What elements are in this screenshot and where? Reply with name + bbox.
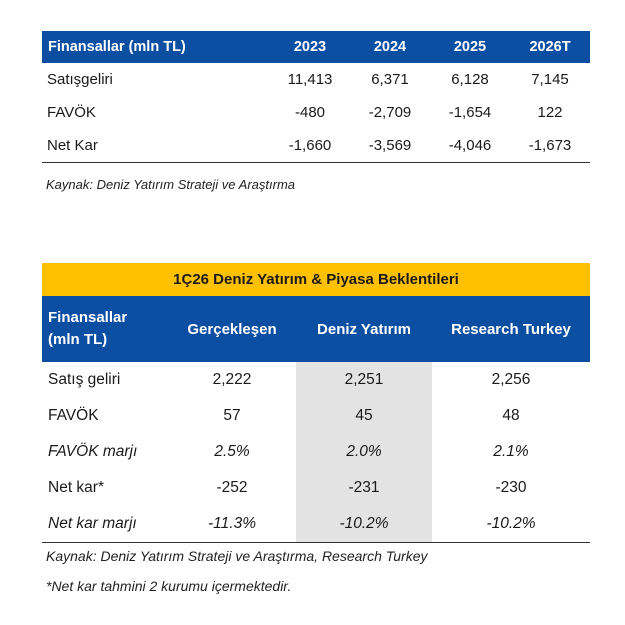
row-label: Net kar marjı bbox=[42, 506, 168, 543]
header-year-2025: 2025 bbox=[453, 39, 487, 55]
row-label: FAVÖK bbox=[48, 407, 99, 424]
cell-value: 2,222 bbox=[212, 371, 252, 388]
cell-value: -2,709 bbox=[368, 104, 412, 121]
cell-value: 6,128 bbox=[451, 71, 489, 88]
header-deniz-yatirim: Deniz Yatırım bbox=[296, 296, 432, 362]
cell-value: -10.2% bbox=[432, 506, 591, 543]
row-label: Net kar* bbox=[48, 479, 104, 496]
row-label: FAVÖK marjı bbox=[48, 443, 138, 460]
cell-value: -252 bbox=[216, 479, 248, 496]
header-financials: Finansallar (mln TL) bbox=[48, 39, 186, 55]
table-row: FAVÖK -480 -2,709 -1,654 122 bbox=[42, 96, 590, 129]
header-financials-line1: Finansallar bbox=[48, 309, 128, 326]
cell-value: 2,251 bbox=[296, 362, 432, 398]
cell-value: -11.3% bbox=[168, 506, 296, 543]
row-label: Net Kar bbox=[47, 136, 98, 154]
cell-value: -4,046 bbox=[448, 136, 492, 154]
table-row: Net Kar -1,660 -3,569 -4,046 -1,673 bbox=[42, 129, 590, 162]
header-financials-line2: (mln TL) bbox=[48, 331, 108, 348]
cell-value: -1,673 bbox=[528, 136, 572, 154]
source-note: Kaynak: Deniz Yatırım Strateji ve Araştı… bbox=[46, 177, 296, 192]
expectations-title: 1Ç26 Deniz Yatırım & Piyasa Beklentileri bbox=[42, 263, 591, 296]
footnote: *Net kar tahmini 2 kurumu içermektedir. bbox=[46, 578, 292, 594]
table-row: Satış geliri 2,222 2,251 2,256 bbox=[42, 362, 590, 398]
header-financials: Finansallar (mln TL) bbox=[42, 296, 168, 362]
row-label: FAVÖK bbox=[47, 104, 96, 121]
cell-value: -480 bbox=[294, 104, 326, 121]
cell-value: 2,256 bbox=[491, 371, 531, 388]
header-research-turkey: Research Turkey bbox=[432, 296, 591, 362]
cell-value: -1,660 bbox=[288, 136, 332, 154]
cell-value: 45 bbox=[296, 398, 432, 434]
header-year-2024: 2024 bbox=[373, 39, 407, 55]
cell-value: 11,413 bbox=[287, 71, 333, 88]
expectations-table: 1Ç26 Deniz Yatırım & Piyasa Beklentileri… bbox=[42, 263, 591, 543]
cell-value: -3,569 bbox=[368, 136, 412, 154]
row-label: Satış geliri bbox=[48, 371, 121, 388]
cell-value: -231 bbox=[296, 470, 432, 506]
header-realized: Gerçekleşen bbox=[168, 296, 296, 362]
cell-value: -230 bbox=[495, 479, 527, 496]
cell-value: 7,145 bbox=[531, 71, 569, 88]
row-label: Satışgeliri bbox=[47, 71, 113, 88]
expectations-header-row: Finansallar (mln TL) Gerçekleşen Deniz Ya… bbox=[42, 296, 591, 362]
header-year-2023: 2023 bbox=[293, 39, 327, 55]
cell-value: -10.2% bbox=[296, 506, 432, 543]
table-row: Net kar marjı -11.3% -10.2% -10.2% bbox=[42, 506, 591, 543]
financials-header-row: Finansallar (mln TL) 2023 2024 2025 2026… bbox=[42, 31, 590, 63]
expectations-title-row: 1Ç26 Deniz Yatırım & Piyasa Beklentileri bbox=[42, 263, 591, 296]
cell-value: 57 bbox=[223, 407, 241, 424]
cell-value: 2.1% bbox=[493, 443, 529, 460]
cell-value: 122 bbox=[537, 104, 563, 121]
cell-value: 2.0% bbox=[296, 434, 432, 470]
table-row: Satışgeliri 11,413 6,371 6,128 7,145 bbox=[42, 63, 590, 96]
cell-value: -1,654 bbox=[448, 104, 492, 121]
cell-value: 2.5% bbox=[214, 443, 250, 460]
cell-value: 6,371 bbox=[371, 71, 409, 88]
cell-value: 48 bbox=[502, 407, 520, 424]
table-row: FAVÖK marjı 2.5% 2.0% 2.1% bbox=[42, 434, 590, 470]
table-row: FAVÖK 57 45 48 bbox=[42, 398, 590, 434]
header-year-2026t: 2026T bbox=[529, 39, 571, 55]
financials-table: Finansallar (mln TL) 2023 2024 2025 2026… bbox=[42, 31, 590, 163]
table-row: Net kar* -252 -231 -230 bbox=[42, 470, 590, 506]
source-note: Kaynak: Deniz Yatırım Strateji ve Araştı… bbox=[46, 548, 428, 564]
